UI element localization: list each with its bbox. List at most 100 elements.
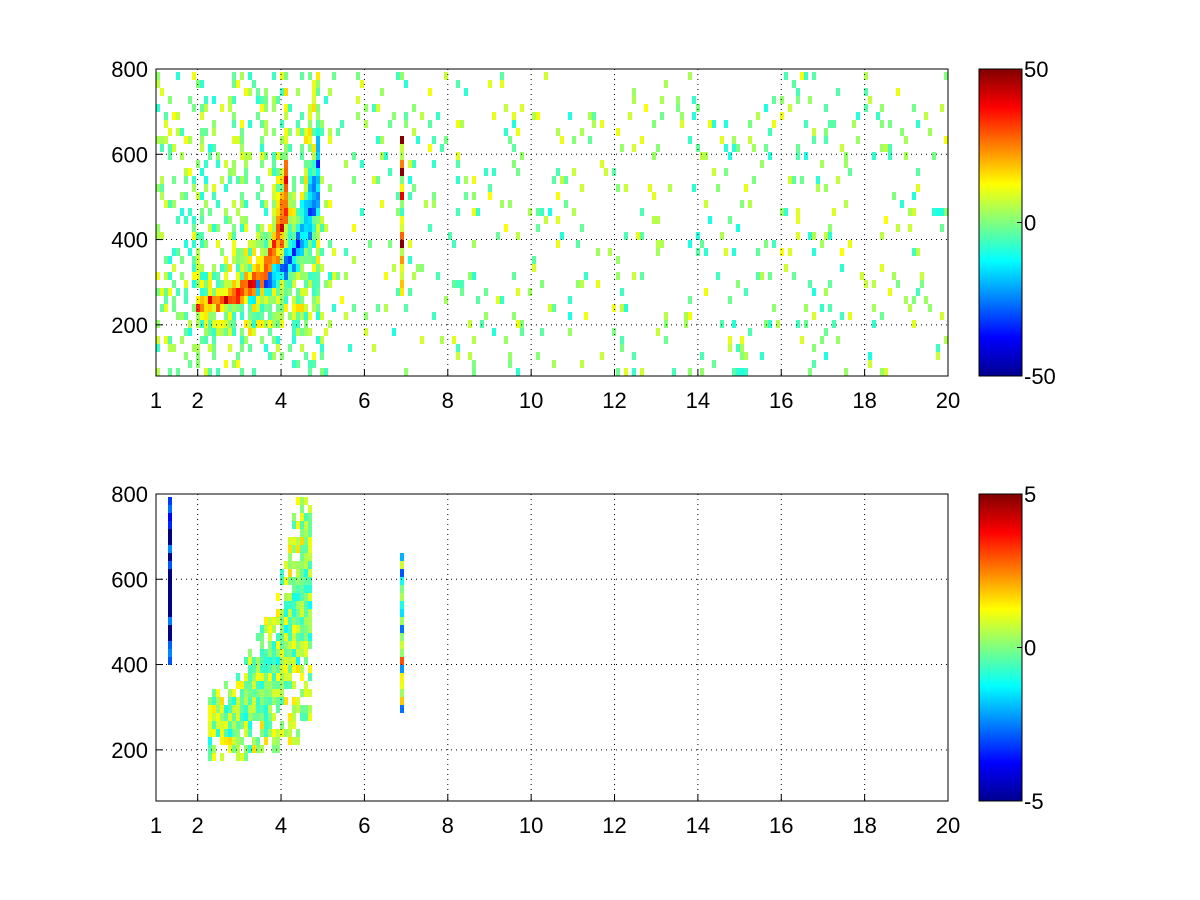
heatmap-cell: [456, 152, 460, 160]
heatmap-cell: [616, 368, 620, 376]
heatmap-cell: [256, 304, 260, 312]
heatmap-cell: [224, 256, 228, 264]
heatmap-cell: [272, 128, 276, 136]
heatmap-cell: [720, 320, 724, 328]
heatmap-cell: [276, 729, 280, 737]
heatmap-cell: [304, 649, 308, 657]
heatmap-cell: [220, 280, 224, 288]
heatmap-cell: [308, 160, 312, 168]
heatmap-cell: [400, 264, 404, 272]
heatmap-cell: [296, 272, 300, 280]
heatmap-cell: [728, 216, 732, 224]
heatmap-cell: [260, 745, 264, 753]
x-tick-label: 4: [275, 813, 287, 838]
heatmap-cell: [224, 216, 228, 224]
heatmap-cell: [296, 240, 300, 248]
heatmap-cell: [500, 200, 504, 208]
heatmap-cell: [220, 104, 224, 112]
heatmap-cell: [248, 256, 252, 264]
heatmap-cell: [288, 665, 292, 673]
heatmap-cell: [936, 208, 940, 216]
heatmap-cell: [296, 729, 300, 737]
heatmap-cell: [336, 128, 340, 136]
heatmap-cell: [848, 168, 852, 176]
heatmap-cell: [248, 272, 252, 280]
heatmap-cell: [612, 328, 616, 336]
heatmap-cell: [472, 208, 476, 216]
heatmap-cell: [184, 352, 188, 360]
heatmap-cell: [308, 176, 312, 184]
heatmap-cell: [360, 208, 364, 216]
heatmap-cell: [944, 136, 948, 144]
heatmap-cell: [244, 705, 248, 713]
y-tick-label: 800: [111, 57, 148, 82]
heatmap-cell: [804, 120, 808, 128]
heatmap-cell: [400, 248, 404, 256]
colorbar-tick-label: 5: [1024, 482, 1036, 507]
heatmap-cell: [264, 280, 268, 288]
heatmap-cell: [624, 304, 628, 312]
heatmap-cell: [316, 304, 320, 312]
heatmap-cell: [168, 641, 172, 649]
heatmap-cell: [868, 96, 872, 104]
heatmap-cell: [284, 176, 288, 184]
heatmap-cell: [316, 88, 320, 96]
heatmap-cell: [880, 312, 884, 320]
heatmap-cell: [908, 208, 912, 216]
heatmap-cell: [856, 136, 860, 144]
heatmap-cell: [696, 248, 700, 256]
heatmap-cell: [728, 336, 732, 344]
heatmap-cell: [204, 312, 208, 320]
heatmap-cell: [268, 232, 272, 240]
heatmap-cell: [308, 328, 312, 336]
heatmap-cell: [484, 312, 488, 320]
heatmap-cell: [260, 633, 264, 641]
heatmap-cell: [312, 216, 316, 224]
heatmap-cell: [712, 120, 716, 128]
heatmap-cell: [276, 617, 280, 625]
heatmap-cell: [220, 320, 224, 328]
heatmap-cell: [248, 689, 252, 697]
heatmap-cell: [272, 641, 276, 649]
heatmap-cell: [820, 240, 824, 248]
heatmap-cell: [420, 336, 424, 344]
heatmap-cell: [292, 721, 296, 729]
heatmap-cell: [316, 248, 320, 256]
heatmap-cell: [308, 553, 312, 561]
heatmap-cell: [600, 120, 604, 128]
heatmap-cell: [688, 72, 692, 80]
heatmap-cell: [272, 160, 276, 168]
colorbar: [978, 493, 1023, 802]
heatmap-cell: [700, 368, 704, 376]
heatmap-cell: [180, 128, 184, 136]
heatmap-cell: [312, 96, 316, 104]
heatmap-cell: [264, 264, 268, 272]
heatmap-cell: [828, 224, 832, 232]
heatmap-cell: [328, 320, 332, 328]
heatmap-cell: [288, 537, 292, 545]
heatmap-cell: [160, 144, 164, 152]
heatmap-cell: [236, 745, 240, 753]
heatmap-cell: [260, 665, 264, 673]
heatmap-cell: [244, 288, 248, 296]
heatmap-cell: [264, 200, 268, 208]
heatmap-cell: [836, 176, 840, 184]
heatmap-cell: [472, 240, 476, 248]
heatmap-cell: [316, 104, 320, 112]
heatmap-cell: [264, 128, 268, 136]
heatmap-cell: [248, 721, 252, 729]
heatmap-cell: [300, 208, 304, 216]
heatmap-cell: [432, 192, 436, 200]
heatmap-cell: [248, 729, 252, 737]
heatmap-cell: [200, 312, 204, 320]
heatmap-cell: [316, 312, 320, 320]
heatmap-cell: [520, 320, 524, 328]
heatmap-cell: [308, 232, 312, 240]
heatmap-cell: [272, 689, 276, 697]
heatmap-cell: [484, 288, 488, 296]
heatmap-cell: [316, 200, 320, 208]
heatmap-cell: [280, 641, 284, 649]
heatmap-cell: [844, 368, 848, 376]
heatmap-cell: [232, 737, 236, 745]
